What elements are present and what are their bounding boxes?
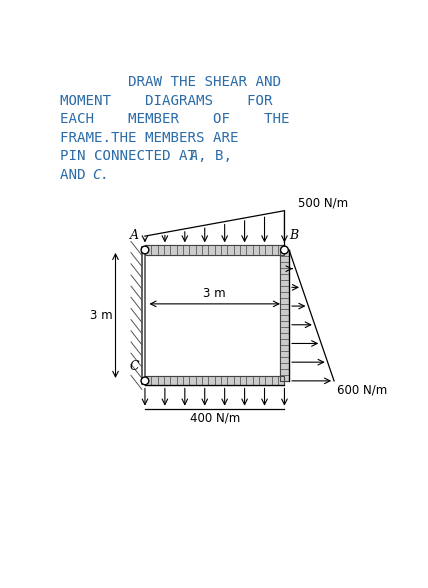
Polygon shape	[145, 376, 285, 386]
Text: , B,: , B,	[198, 149, 232, 163]
Text: 3 m: 3 m	[90, 309, 113, 322]
Text: 600 N/m: 600 N/m	[337, 384, 387, 397]
Text: FRAME.THE MEMBERS ARE: FRAME.THE MEMBERS ARE	[59, 131, 238, 145]
Circle shape	[141, 246, 149, 254]
Text: MOMENT    DIAGRAMS    FOR: MOMENT DIAGRAMS FOR	[59, 93, 272, 108]
Polygon shape	[145, 245, 285, 255]
Circle shape	[281, 246, 288, 254]
Text: B: B	[289, 229, 298, 242]
Text: 500 N/m: 500 N/m	[298, 196, 348, 209]
Polygon shape	[280, 250, 289, 381]
Text: 3 m: 3 m	[203, 287, 226, 300]
Text: EACH    MEMBER    OF    THE: EACH MEMBER OF THE	[59, 112, 289, 126]
Text: C: C	[129, 360, 139, 373]
Text: A: A	[190, 149, 199, 163]
Text: DRAW THE SHEAR AND: DRAW THE SHEAR AND	[59, 75, 281, 89]
Text: A: A	[130, 229, 139, 242]
Text: 400 N/m: 400 N/m	[190, 412, 240, 425]
Text: C: C	[92, 168, 101, 182]
Text: .: .	[100, 168, 109, 182]
Text: PIN CONNECTED AT: PIN CONNECTED AT	[59, 149, 204, 163]
Circle shape	[141, 377, 149, 385]
Text: AND: AND	[59, 168, 94, 182]
